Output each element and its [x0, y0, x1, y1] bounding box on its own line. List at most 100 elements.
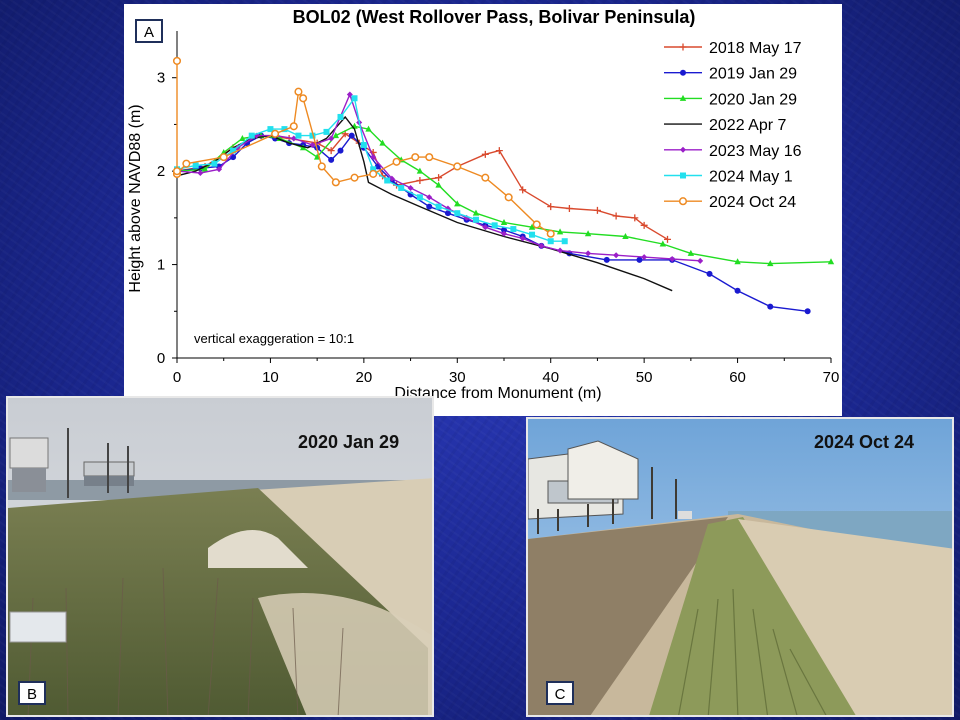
series-point-2019-jan-29 — [501, 227, 507, 234]
x-tick-label: 0 — [173, 369, 181, 386]
chart-panel: BOL02 (West Rollover Pass, Bolivar Penin… — [124, 4, 842, 416]
series-point-2024-oct-24 — [219, 153, 228, 162]
series-point-2018-may-17 — [640, 221, 648, 229]
legend-label-2020-jan-29: 2020 Jan 29 — [709, 91, 797, 108]
series-point-spike — [172, 167, 182, 176]
series-point-2019-jan-29 — [636, 256, 643, 263]
series-point-2024-may-1 — [491, 222, 498, 229]
series-point-2024-oct-24 — [350, 173, 359, 182]
series-point-2020-jan-29 — [556, 228, 564, 235]
series-point-2024-may-1 — [510, 226, 517, 233]
series-point-2024-oct-24 — [271, 129, 280, 138]
series-point-2024-may-1 — [529, 231, 536, 238]
photo-c-date: 2024 Oct 24 — [814, 432, 915, 452]
series-point-2023-may-16 — [519, 235, 526, 242]
series-point-2024-oct-24 — [317, 162, 326, 171]
series-point-2023-may-16 — [370, 154, 377, 161]
series-point-2024-oct-24 — [546, 229, 555, 238]
series-point-2024-may-1 — [351, 95, 358, 102]
legend-label-2018-may-17: 2018 May 17 — [709, 40, 802, 57]
series-point-2024-may-1 — [454, 210, 461, 217]
series-point-2023-may-16 — [501, 230, 507, 237]
series-point-2024-may-1 — [398, 184, 405, 191]
series-point-2024-may-1 — [370, 166, 377, 173]
series-point-2018-may-17 — [379, 172, 387, 180]
series-point-2018-may-17 — [565, 205, 573, 213]
series-point-2020-jan-29 — [454, 200, 461, 207]
series-point-2024-may-1 — [472, 216, 479, 223]
series-point-2023-may-16 — [234, 144, 241, 151]
series-point-2024-oct-24 — [392, 157, 401, 166]
x-tick-label: 60 — [729, 369, 746, 386]
series-point-2020-jan-29 — [435, 181, 442, 188]
series-point-2023-may-16 — [216, 166, 223, 173]
series-point-2024-oct-24 — [299, 94, 308, 103]
series-point-2023-may-16 — [538, 242, 545, 249]
series-point-2018-may-17 — [631, 214, 639, 222]
series-point-2023-may-16 — [309, 141, 316, 148]
x-tick-label: 40 — [542, 369, 559, 386]
series-point-2019-jan-29 — [328, 156, 335, 163]
legend-label-2023-may-16: 2023 May 16 — [709, 143, 802, 160]
series-point-2024-may-1 — [248, 132, 255, 139]
legend-label-2019-jan-29: 2019 Jan 29 — [709, 66, 797, 83]
y-axis-label: Height above NAVD88 (m) — [127, 104, 144, 292]
series-point-2018-may-17 — [547, 203, 555, 211]
series-point-2020-jan-29 — [201, 165, 209, 172]
series-point-2024-may-1 — [309, 132, 316, 139]
series-point-2018-may-17 — [519, 186, 527, 194]
photo-b-date: 2020 Jan 29 — [298, 432, 400, 452]
series-point-2019-jan-29 — [767, 303, 774, 310]
series-point-2019-jan-29 — [337, 147, 344, 154]
series-point-2024-may-1 — [337, 113, 344, 120]
x-tick-label: 30 — [449, 369, 466, 386]
series-point-2020-jan-29 — [416, 167, 424, 174]
series-point-2023-may-16 — [613, 252, 620, 259]
x-tick-label: 50 — [636, 369, 653, 386]
series-point-2023-may-16 — [557, 247, 564, 254]
series-point-2019-jan-29 — [348, 132, 355, 139]
series-point-2020-jan-29 — [622, 233, 629, 240]
series-point-2024-may-1 — [384, 177, 391, 184]
series-point-2024-oct-24 — [532, 220, 541, 229]
series-point-2020-jan-29 — [528, 223, 536, 230]
panel-badge-c: C — [546, 681, 574, 705]
x-axis-label: Distance from Monument (m) — [394, 385, 601, 402]
series-point-2020-jan-29 — [313, 153, 321, 160]
series-line-2022-apr-7 — [176, 115, 673, 292]
series-point-2019-jan-29 — [603, 256, 610, 263]
legend-marker-2020-jan-29 — [679, 94, 687, 101]
y-tick-label: 0 — [157, 350, 165, 367]
series-point-2024-may-1 — [295, 132, 302, 139]
series-point-2023-may-16 — [388, 175, 395, 182]
series-point-2023-may-16 — [697, 257, 704, 264]
y-tick-label: 1 — [157, 257, 165, 274]
series-point-2019-jan-29 — [426, 203, 433, 210]
series-point-2024-oct-24 — [331, 178, 340, 187]
series-point-2023-may-16 — [328, 135, 335, 142]
series-point-2020-jan-29 — [659, 240, 667, 247]
series-point-2019-jan-29 — [706, 270, 713, 277]
series-point-2024-may-1 — [281, 126, 288, 133]
series-point-2024-may-1 — [547, 238, 554, 245]
series-point-2020-jan-29 — [379, 139, 386, 146]
photo-dune-2020: 2020 Jan 29 B — [6, 396, 434, 717]
series-point-2024-oct-24 — [411, 153, 420, 162]
series-point-2023-may-16 — [426, 194, 433, 201]
series-point-2024-may-1 — [435, 203, 442, 210]
legend-label-2024-may-1: 2024 May 1 — [709, 169, 793, 186]
series-point-2018-may-17 — [435, 174, 443, 182]
series-point-2024-oct-24 — [369, 169, 378, 178]
series-point-2024-oct-24 — [504, 193, 513, 202]
series-point-2020-jan-29 — [584, 230, 592, 237]
panel-badge-b: B — [18, 681, 46, 705]
series-point-2023-may-16 — [585, 250, 592, 257]
series-point-2018-may-17 — [612, 212, 620, 220]
series-line-2018-may-17 — [176, 132, 668, 240]
panel-badge-a: A — [135, 19, 163, 43]
series-point-2018-may-17 — [481, 150, 489, 158]
x-tick-label: 70 — [823, 369, 840, 386]
series-point-2019-jan-29 — [804, 308, 811, 315]
legend-marker-2024-may-1 — [680, 172, 686, 179]
series-point-2023-may-16 — [346, 91, 353, 98]
